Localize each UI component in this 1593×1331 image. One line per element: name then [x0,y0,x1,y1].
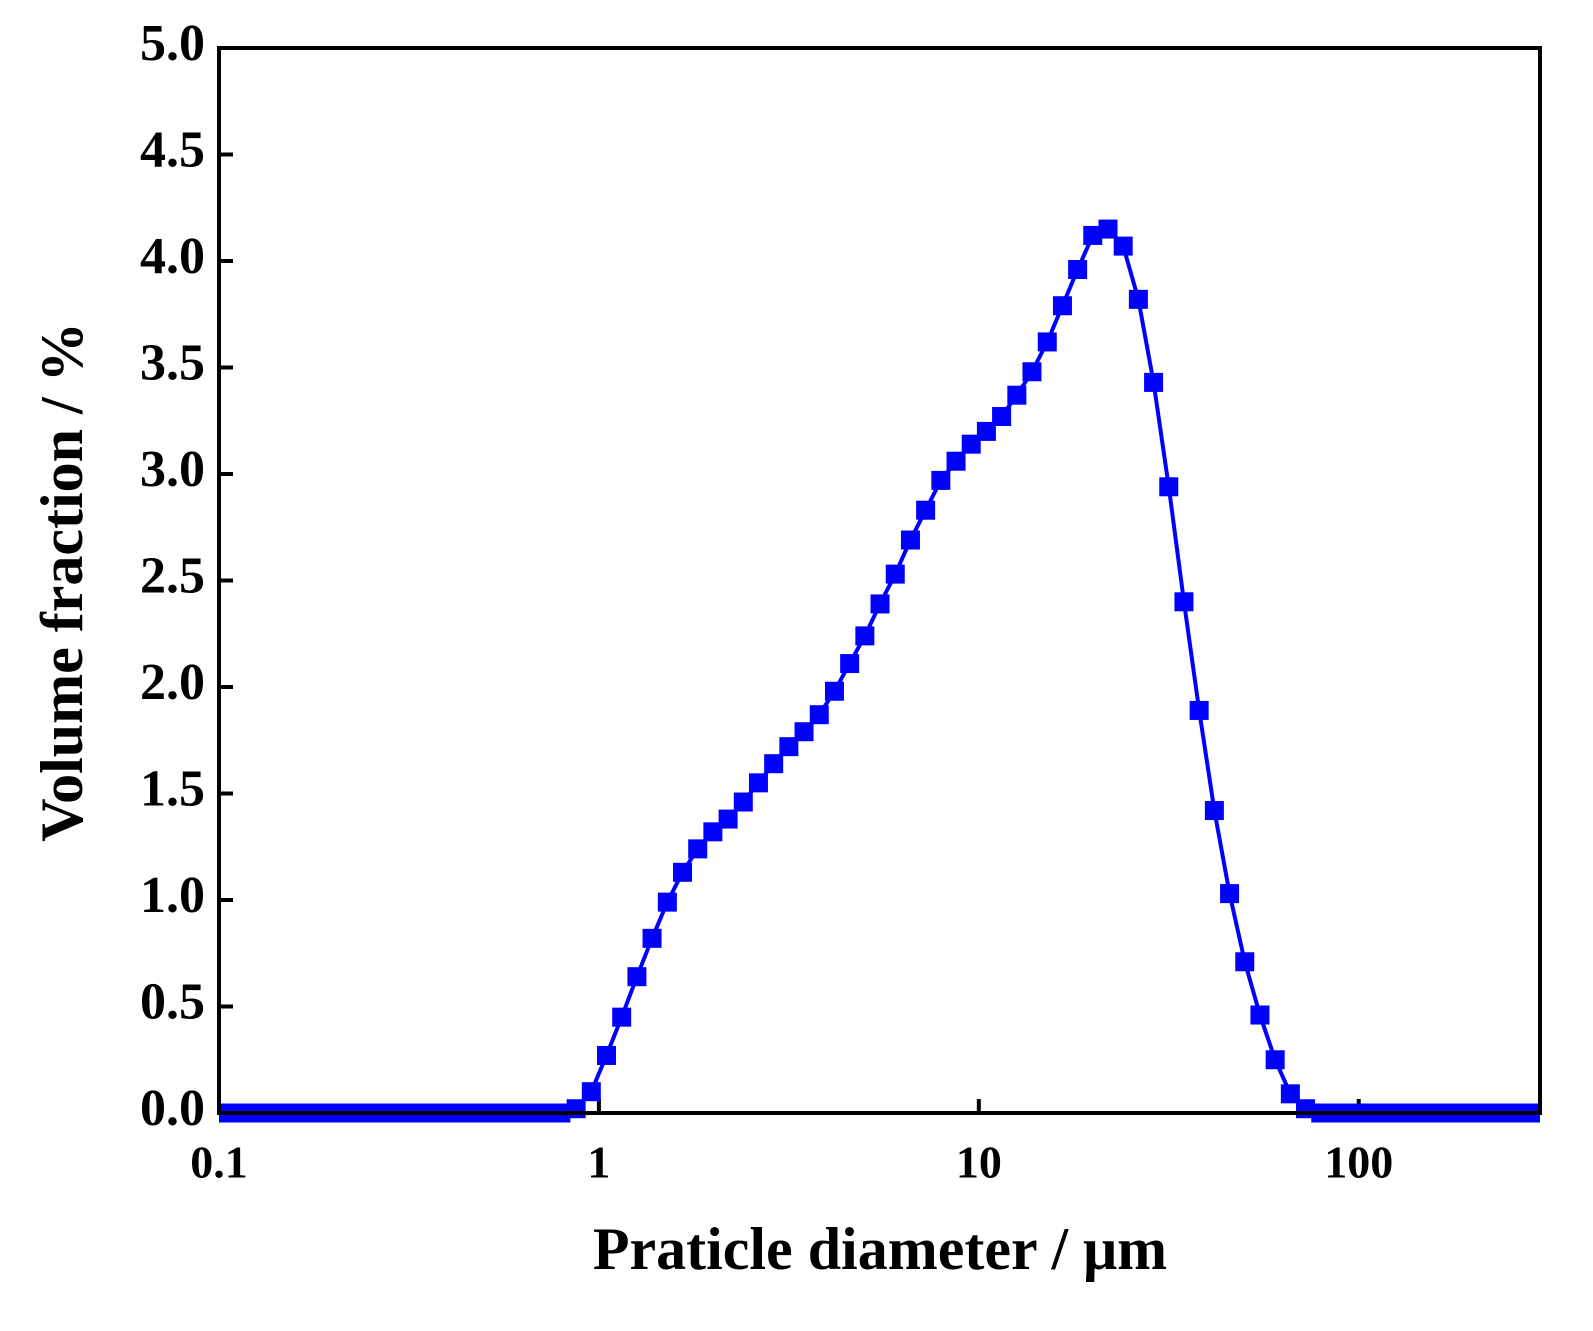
data-marker [809,705,829,725]
data-marker [764,754,784,774]
data-marker [673,862,693,882]
y-axis-label: Volume fraction / % [29,322,95,841]
y-tick-label: 0.5 [140,973,205,1030]
data-marker [946,451,966,471]
data-marker [566,1099,586,1119]
data-marker [840,654,860,674]
data-marker [1220,884,1240,904]
x-tick-label: 100 [1324,1137,1393,1188]
data-marker [931,470,951,490]
y-tick-label: 2.0 [140,654,205,711]
x-tick-label: 1 [587,1137,610,1188]
data-marker [1083,225,1103,245]
data-marker [1265,1050,1285,1070]
data-marker [733,792,753,812]
y-tick-label: 1.0 [140,867,205,924]
data-marker [1159,477,1179,497]
x-tick-label: 10 [956,1137,1002,1188]
data-marker [976,421,996,441]
data-marker [627,967,647,987]
y-tick-label: 4.5 [140,121,205,178]
data-marker [992,406,1012,426]
data-marker [1280,1084,1300,1104]
data-marker [1204,801,1224,821]
y-tick-label: 4.0 [140,228,205,285]
y-tick-label: 3.0 [140,441,205,498]
x-axis-label: Praticle diameter / μm [593,1216,1167,1282]
data-marker [779,737,799,757]
data-marker [1052,296,1072,316]
data-marker [596,1045,616,1065]
data-marker [612,1007,632,1027]
data-marker [1235,952,1255,972]
data-marker [824,681,844,701]
data-marker [916,500,936,520]
plot-frame [217,46,1542,1115]
data-marker [885,564,905,584]
y-tick-label: 2.5 [140,547,205,604]
data-marker [642,928,662,948]
y-tick-label: 1.5 [140,760,205,817]
data-marker [1068,260,1088,280]
data-marker [961,434,981,454]
data-marker [1037,332,1057,352]
data-marker [1022,362,1042,382]
data-marker [657,892,677,912]
data-marker [718,809,738,829]
data-marker [1189,700,1209,720]
x-tick-label: 0.1 [190,1137,248,1188]
data-marker [870,594,890,614]
data-marker [748,773,768,793]
data-marker [581,1082,601,1102]
y-tick-label: 5.0 [140,15,205,72]
data-marker [900,530,920,550]
y-tick-label: 3.5 [140,334,205,391]
data-marker [1250,1005,1270,1025]
data-marker [703,822,723,842]
data-marker [1144,372,1164,392]
data-line [226,226,1534,1115]
data-marker [1007,385,1027,405]
data-marker [1098,219,1118,239]
data-marker [1113,236,1133,256]
data-marker [794,722,814,742]
data-marker [1174,592,1194,612]
data-marker [688,839,708,859]
data-marker [1128,289,1148,309]
y-tick-label: 0.0 [140,1080,205,1137]
data-marker [855,626,875,646]
